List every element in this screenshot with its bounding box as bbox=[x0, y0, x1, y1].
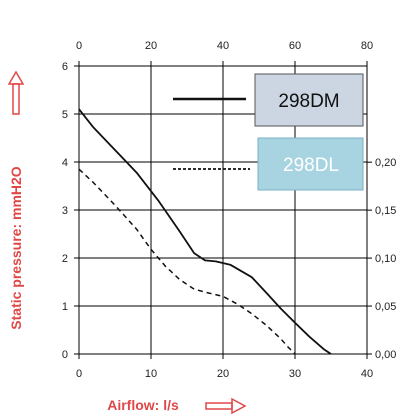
tick-labels: 0 10 20 30 40 0 20 40 60 80 0 1 2 3 4 5 6 0,00 0,05 0,10 0,1… bbox=[62, 40, 397, 380]
x-tick-label-bottom: 30 bbox=[289, 368, 301, 380]
x-axis-label: Airflow: l/s bbox=[107, 397, 179, 413]
up-arrow-icon bbox=[7, 70, 25, 115]
right-arrow-icon bbox=[205, 397, 247, 415]
y-tick-label-right: 0,20 bbox=[375, 157, 396, 169]
y-tick-label-right: 0,15 bbox=[375, 205, 396, 217]
y-tick-label-left: 5 bbox=[62, 109, 68, 121]
x-tick-label-bottom: 20 bbox=[217, 368, 229, 380]
series-layer bbox=[78, 108, 332, 355]
y-tick-label-left: 3 bbox=[62, 205, 68, 217]
legend-298dl: 298DL bbox=[173, 137, 364, 191]
y-axis-label: Static pressure: mmH2O bbox=[8, 166, 24, 330]
legend-label-298dm: 298DM bbox=[278, 91, 339, 112]
x-tick-label-top: 0 bbox=[76, 40, 82, 52]
y-axis-title: Static pressure: mmH2O bbox=[7, 70, 25, 330]
legend-box-298dl bbox=[257, 137, 364, 191]
y-tick-label-right: 0,10 bbox=[375, 253, 396, 265]
y-tick-label-left: 1 bbox=[62, 301, 68, 313]
x-tick-label-bottom: 40 bbox=[361, 368, 373, 380]
legend-box-298dm bbox=[254, 73, 364, 127]
y-tick-label-right: 0,05 bbox=[375, 301, 396, 313]
x-axis-title: Airflow: l/s bbox=[107, 397, 247, 415]
x-tick-label-top: 80 bbox=[361, 40, 373, 52]
y-tick-label-left: 4 bbox=[62, 157, 68, 169]
x-tick-label-top: 40 bbox=[217, 40, 229, 52]
legend-label-298dl: 298DL bbox=[283, 155, 339, 176]
x-tick-label-bottom: 0 bbox=[76, 368, 82, 380]
series-line-298dl bbox=[78, 168, 296, 355]
y-tick-label-left: 6 bbox=[62, 61, 68, 73]
x-tick-label-top: 60 bbox=[289, 40, 301, 52]
y-tick-label-right: 0,00 bbox=[375, 349, 396, 361]
x-tick-label-bottom: 10 bbox=[145, 368, 157, 380]
x-tick-label-top: 20 bbox=[145, 40, 157, 52]
y-tick-label-left: 0 bbox=[62, 349, 68, 361]
y-tick-label-left: 2 bbox=[62, 253, 68, 265]
legend-298dm: 298DM bbox=[173, 73, 364, 127]
series-line-298dm bbox=[78, 108, 332, 355]
